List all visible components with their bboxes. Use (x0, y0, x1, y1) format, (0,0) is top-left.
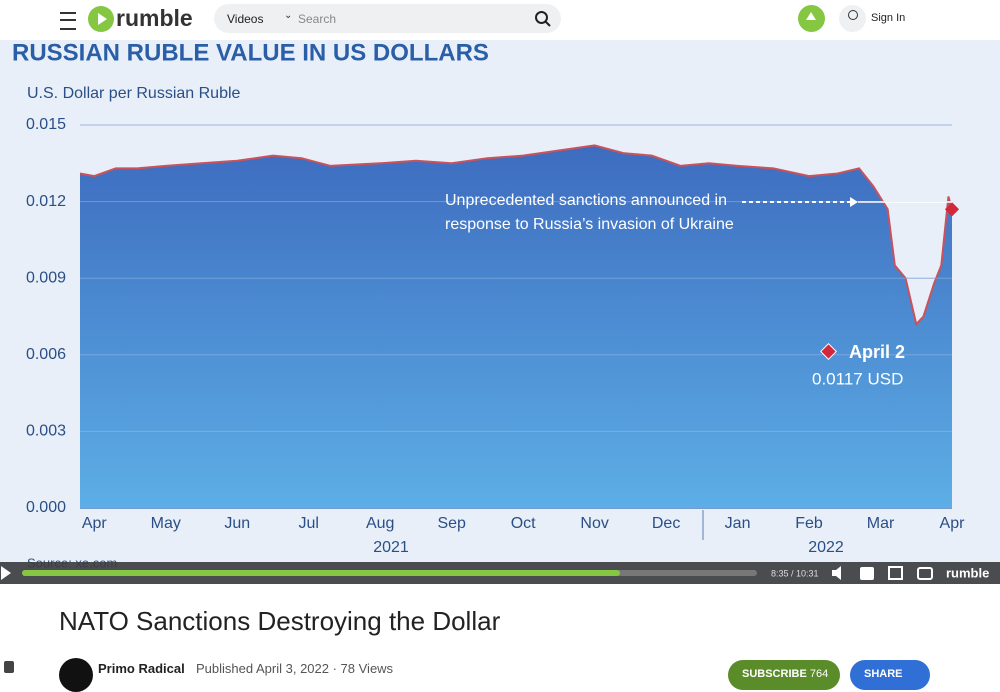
y-tick-label: 0.000 (26, 499, 66, 516)
y-axis-label: U.S. Dollar per Russian Ruble (27, 85, 241, 102)
year-label: 2021 (373, 539, 409, 556)
play-button[interactable] (1, 566, 11, 580)
player-brand: rumble (946, 565, 989, 580)
year-label: 2022 (808, 539, 844, 556)
y-tick-label: 0.003 (26, 423, 66, 440)
user-icon (839, 5, 866, 32)
arrow-head (850, 197, 858, 207)
x-tick-label: Jul (298, 515, 318, 532)
area-fill (80, 145, 952, 508)
dropdown-arrow: ⌄ (284, 10, 293, 21)
search-icon[interactable] (534, 10, 552, 28)
x-tick-label: Dec (652, 515, 680, 532)
x-tick-label: Oct (511, 515, 536, 532)
x-tick-label: Feb (795, 515, 823, 532)
settings-button[interactable] (860, 567, 874, 580)
header: rumble Videos ⌄ Search Sign In (0, 0, 1000, 40)
x-tick-label: Jan (725, 515, 751, 532)
sign-in[interactable]: Sign In (871, 12, 906, 24)
x-tick-label: Mar (867, 515, 895, 532)
line (79, 144, 953, 327)
video-title: NATO Sanctions Destroying the Dollar (59, 606, 501, 636)
y-tick-label: 0.012 (26, 193, 66, 210)
published: Published April 3, 2022 · 78 Views (196, 661, 394, 676)
channel-avatar[interactable] (59, 658, 93, 692)
x-tick-label: Aug (366, 515, 394, 532)
end-marker (944, 202, 960, 217)
y-tick-label: 0.009 (26, 269, 66, 286)
share-button[interactable]: SHARE (850, 660, 930, 690)
logo[interactable]: rumble (116, 5, 193, 31)
subscribe-label: SUBSCRIBE (742, 668, 807, 680)
channel-name[interactable]: Primo Radical (98, 661, 185, 676)
x-tick-label: Sep (437, 515, 466, 532)
upload-button[interactable] (798, 5, 825, 32)
fullscreen-button[interactable] (917, 567, 933, 580)
logo-icon (88, 6, 114, 32)
search-input[interactable]: Search (298, 12, 337, 26)
callout-marker (820, 343, 837, 360)
callout-label: April 2 (849, 342, 905, 362)
subscribe-button[interactable]: SUBSCRIBE 764 (728, 660, 840, 690)
y-tick-label: 0.006 (26, 346, 66, 363)
published-date: Published April 3, 2022 (196, 661, 329, 676)
callout-value: 0.0117 USD (812, 369, 903, 388)
player-time: 8:35 / 10:31 (771, 568, 819, 578)
search-scope[interactable]: Videos (227, 12, 264, 26)
side-icon (4, 661, 14, 673)
annotation: Unprecedented sanctions announced in (445, 192, 727, 209)
x-tick-label: Apr (940, 515, 966, 532)
x-tick-label: Jun (224, 515, 250, 532)
chart-title: RUSSIAN RUBLE VALUE IN US DOLLARS (12, 40, 489, 66)
x-tick-label: Nov (580, 515, 608, 532)
subscriber-count: 764 (809, 668, 829, 680)
video-chart: RUSSIAN RUBLE VALUE IN US DOLLARS U.S. D… (0, 40, 1000, 584)
views: 78 Views (340, 661, 394, 676)
annotation: response to Russia’s invasion of Ukraine (445, 216, 734, 233)
y-tick-label: 0.015 (26, 116, 66, 133)
progress-fill (22, 570, 620, 576)
share-label: SHARE (864, 668, 903, 680)
volume-button[interactable] (832, 566, 841, 580)
theater-button[interactable] (888, 566, 903, 580)
menu-button[interactable] (60, 12, 76, 30)
search-box: Videos ⌄ Search (214, 4, 561, 33)
x-tick-label: May (151, 515, 181, 532)
x-tick-label: Apr (82, 515, 108, 532)
